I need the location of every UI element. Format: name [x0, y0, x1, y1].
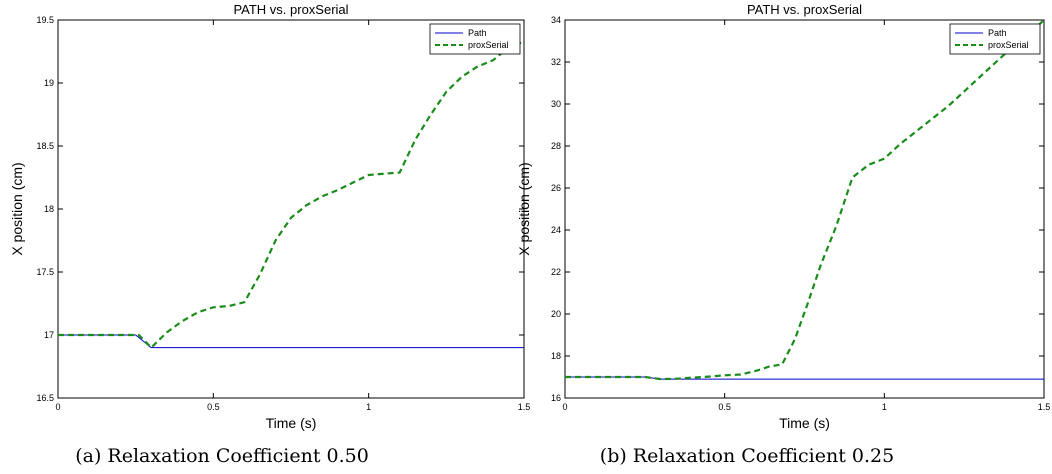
y-tick-label: 17.5 — [36, 267, 54, 277]
x-tick-label: 0.5 — [718, 402, 731, 412]
x-tick-label: 0 — [55, 402, 60, 412]
y-axis-label: X position (cm) — [516, 162, 532, 255]
y-tick-label: 16 — [551, 393, 561, 403]
legend-label: proxSerial — [468, 40, 509, 50]
x-tick-label: 1 — [882, 402, 887, 412]
x-tick-label: 1.5 — [518, 402, 531, 412]
y-tick-label: 19.5 — [36, 15, 54, 25]
chart-panel-b: PATH vs. proxSerial 0 0.5 1 1.5 16 18 20 22 24 26 2… — [516, 2, 1050, 467]
y-tick-label: 18.5 — [36, 141, 54, 151]
series-line-path — [565, 376, 1044, 380]
plot-area — [57, 19, 525, 399]
series-line-proxserial — [58, 40, 524, 350]
y-tick-label: 19 — [44, 78, 54, 88]
legend: Path proxSerial — [429, 23, 521, 55]
x-axis-label: Time (s) — [266, 415, 317, 431]
figure-caption: (b) Relaxation Coefficient 0.25 — [600, 445, 894, 467]
plot-area — [564, 19, 1045, 399]
y-tick-label: 22 — [551, 267, 561, 277]
y-tick-label: 28 — [551, 141, 561, 151]
y-tick-label: 30 — [551, 99, 561, 109]
y-tick-label: 16.5 — [36, 393, 54, 403]
y-tick-label: 34 — [551, 15, 561, 25]
chart-title: PATH vs. proxSerial — [233, 2, 348, 17]
legend-box — [949, 23, 1041, 55]
y-tick-label: 20 — [551, 309, 561, 319]
series-line-path — [58, 334, 524, 349]
legend-box — [429, 23, 521, 55]
chart-title: PATH vs. proxSerial — [747, 2, 862, 17]
legend: Path proxSerial — [949, 23, 1041, 55]
figure-caption: (a) Relaxation Coefficient 0.50 — [75, 445, 369, 467]
y-tick-label: 26 — [551, 183, 561, 193]
x-axis-label: Time (s) — [779, 415, 830, 431]
x-tick-label: 0 — [562, 402, 567, 412]
y-tick-label: 18 — [44, 204, 54, 214]
legend-label: Path — [468, 28, 487, 38]
y-tick-label: 18 — [551, 351, 561, 361]
legend-label: Path — [988, 28, 1007, 38]
chart-panel-a: PATH vs. proxSerial 0 0.5 1 1.5 16.5 17 17.5 18 1… — [9, 2, 530, 467]
x-tick-label: 0.5 — [207, 402, 220, 412]
series-line-proxserial — [565, 20, 1044, 381]
y-tick-label: 17 — [44, 330, 54, 340]
y-tick-label: 32 — [551, 57, 561, 67]
legend-label: proxSerial — [988, 40, 1029, 50]
x-tick-label: 1 — [366, 402, 371, 412]
y-tick-label: 24 — [551, 225, 561, 235]
y-axis-label: X position (cm) — [9, 162, 25, 255]
x-tick-label: 1.5 — [1038, 402, 1051, 412]
